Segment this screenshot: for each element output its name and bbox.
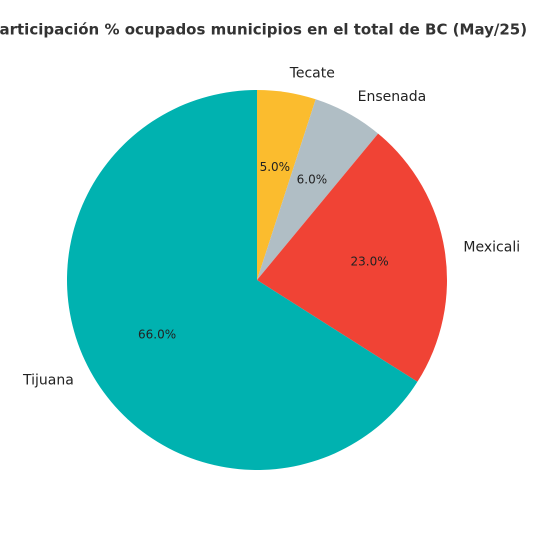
pie-slice — [257, 133, 448, 382]
pie-slice — [257, 90, 316, 280]
value-label: 5.0% — [260, 160, 291, 174]
pie-slice — [257, 99, 379, 281]
pie-slice — [66, 90, 418, 471]
category-label: Tijuana — [22, 373, 74, 389]
category-label: Ensenada — [358, 89, 427, 105]
category-label: Mexicali — [463, 239, 520, 255]
value-label: 6.0% — [297, 173, 328, 187]
value-label: 66.0% — [138, 327, 176, 341]
chart-title: Participación % ocupados municipios en e… — [0, 21, 527, 39]
category-label: Tecate — [289, 66, 335, 82]
value-label: 23.0% — [351, 255, 389, 269]
